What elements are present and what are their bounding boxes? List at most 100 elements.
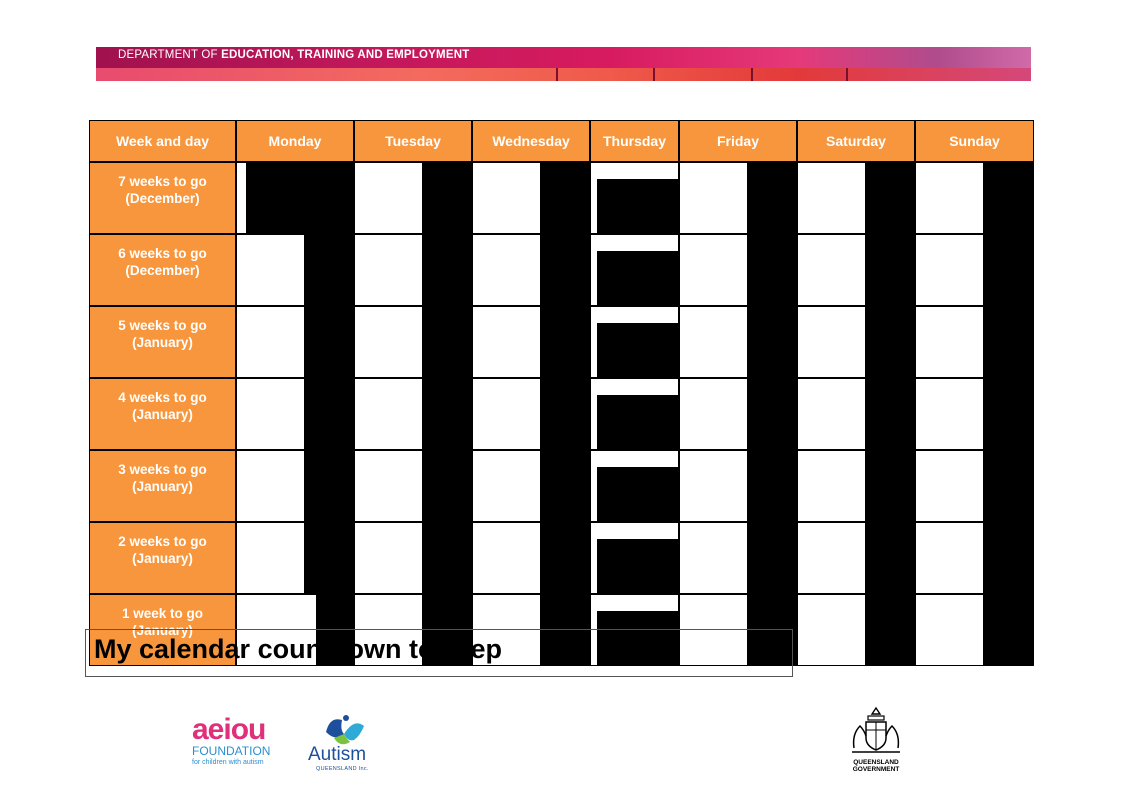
week-row-label: 6 weeks to go (December) (89, 234, 236, 306)
banner-divider (653, 68, 655, 81)
column-header-saturday: Saturday (797, 120, 915, 162)
cell-shade-block (983, 594, 1034, 666)
cell-shade-block (597, 467, 678, 521)
cell-shade-block (747, 594, 797, 666)
week-count: 7 weeks to go (118, 174, 207, 189)
cell-shade-block (422, 162, 472, 234)
week-count: 5 weeks to go (118, 318, 207, 333)
cell-shade-block (597, 179, 678, 233)
puzzle-butterfly-icon (326, 715, 364, 745)
cell-shade-block (865, 162, 915, 234)
cell-shade-block (304, 378, 354, 450)
week-row-label: 2 weeks to go (January) (89, 522, 236, 594)
cell-shade-block (316, 594, 354, 666)
aeiou-wordmark: aeiou (192, 713, 266, 746)
qld-line2: GOVERNMENT (852, 766, 900, 773)
week-row-label: 1 week to go (January) (89, 594, 236, 666)
week-count: 4 weeks to go (118, 390, 207, 405)
column-header-monday: Monday (236, 120, 354, 162)
week-row-label: 5 weeks to go (January) (89, 306, 236, 378)
week-count: 3 weeks to go (118, 462, 207, 477)
autism-sub-label: QUEENSLAND Inc. (316, 766, 369, 772)
cell-shade-block (983, 378, 1034, 450)
column-header-wednesday: Wednesday (472, 120, 590, 162)
cell-shade-block (422, 306, 472, 378)
cell-shade-block (865, 450, 915, 522)
cell-shade-block (983, 306, 1034, 378)
cell-shade-block (540, 450, 590, 522)
cell-shade-block (597, 323, 678, 377)
cell-shade-block (304, 450, 354, 522)
week-month: (January) (132, 479, 193, 494)
cell-shade-block (747, 378, 797, 450)
caption-box (85, 629, 793, 677)
aeiou-foundation-logo: aeiou FOUNDATION for children with autis… (192, 713, 278, 776)
aeiou-foundation-label: FOUNDATION (192, 744, 271, 758)
banner-divider (846, 68, 848, 81)
week-month: (January) (132, 407, 193, 422)
autism-queensland-logo: Autism QUEENSLAND Inc. (306, 712, 380, 776)
autism-wordmark: Autism (308, 744, 367, 765)
cell-shade-block (540, 306, 590, 378)
week-row-label: 3 weeks to go (January) (89, 450, 236, 522)
cell-shade-block (747, 306, 797, 378)
cell-shade-block (304, 306, 354, 378)
week-month: (January) (132, 623, 193, 638)
column-header-thursday: Thursday (590, 120, 679, 162)
cell-shade-block (865, 378, 915, 450)
cell-shade-block (540, 234, 590, 306)
week-row-label: 4 weeks to go (January) (89, 378, 236, 450)
banner-title: DEPARTMENT OF EDUCATION, TRAINING AND EM… (118, 49, 469, 61)
column-header-sunday: Sunday (915, 120, 1034, 162)
cell-shade-block (304, 234, 354, 306)
queensland-government-label: QUEENSLAND GOVERNMENT (846, 759, 906, 773)
week-month: (January) (132, 335, 193, 350)
week-row-label: 7 weeks to go (December) (89, 162, 236, 234)
banner-title-bold: EDUCATION, TRAINING AND EMPLOYMENT (221, 49, 470, 61)
cell-shade-block (246, 162, 354, 234)
column-header-week-and-day: Week and day (89, 120, 236, 162)
cell-shade-block (747, 450, 797, 522)
banner-divider (556, 68, 558, 81)
cell-shade-block (540, 594, 590, 666)
countdown-calendar-table: Week and day Monday Tuesday Wednesday Thursd… (89, 120, 1034, 666)
cell-shade-block (865, 522, 915, 594)
cell-shade-block (747, 522, 797, 594)
week-count: 1 week to go (121, 606, 204, 621)
cell-shade-block (540, 522, 590, 594)
cell-shade-block (983, 162, 1034, 234)
queensland-government-logo: QUEENSLAND GOVERNMENT (846, 704, 906, 774)
week-count: 2 weeks to go (118, 534, 207, 549)
cell-shade-block (422, 450, 472, 522)
cell-shade-block (540, 162, 590, 234)
coat-of-arms-icon (852, 706, 900, 753)
cell-shade-block (597, 395, 678, 449)
cell-shade-block (597, 611, 678, 665)
cell-shade-block (747, 234, 797, 306)
cell-shade-block (983, 522, 1034, 594)
week-month: (December) (125, 191, 200, 206)
week-month: (January) (132, 551, 193, 566)
column-header-tuesday: Tuesday (354, 120, 472, 162)
cell-shade-block (422, 594, 472, 666)
cell-shade-block (422, 522, 472, 594)
cell-shade-block (865, 594, 915, 666)
column-header-friday: Friday (679, 120, 797, 162)
week-count: 6 weeks to go (118, 246, 207, 261)
cell-shade-block (747, 162, 797, 234)
cell-shade-block (983, 450, 1034, 522)
cell-shade-block (422, 378, 472, 450)
cell-shade-block (304, 522, 354, 594)
cell-shade-block (865, 234, 915, 306)
department-banner: DEPARTMENT OF EDUCATION, TRAINING AND EM… (96, 47, 1031, 81)
cell-shade-block (865, 306, 915, 378)
banner-title-regular: DEPARTMENT OF (118, 49, 222, 61)
page-title: My calendar countdown to Prep (94, 634, 503, 664)
cell-shade-block (540, 378, 590, 450)
cell-shade-block (597, 251, 678, 305)
week-month: (December) (125, 263, 200, 278)
banner-color-strip (96, 68, 1031, 81)
cell-shade-block (983, 234, 1034, 306)
aeiou-tagline: for children with autism (192, 759, 264, 766)
cell-shade-block (597, 539, 678, 593)
